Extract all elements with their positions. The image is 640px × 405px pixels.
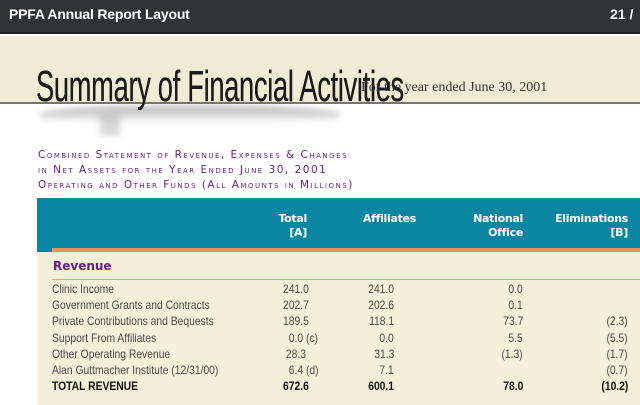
column-header-national-office: National Office bbox=[473, 212, 523, 240]
cell-total: 0.0 (c) bbox=[283, 330, 318, 345]
cell-affiliates: 600.1 bbox=[368, 379, 394, 394]
title-shadow bbox=[40, 106, 340, 124]
cell-national: (1.3) bbox=[501, 346, 523, 361]
cell-affiliates: 202.6 bbox=[368, 298, 394, 313]
table-row: Other Operating Revenue 28.3 31.3 (1.3) … bbox=[37, 346, 640, 362]
table-row: Alan Guttmacher Institute (12/31/00) 6.4… bbox=[37, 362, 640, 378]
revenue-rows: Clinic Income 241.0 241.0 0.0 Government… bbox=[37, 281, 640, 394]
cell-affiliates: 31.3 bbox=[373, 346, 394, 361]
cell-total: 28.3 bbox=[283, 346, 306, 361]
cell-eliminations: (0.7) bbox=[606, 362, 628, 377]
cell-affiliates: 118.1 bbox=[368, 314, 394, 329]
row-label: Clinic Income bbox=[52, 282, 114, 296]
cell-eliminations: (1.7) bbox=[606, 346, 628, 361]
row-label: Support From Affiliates bbox=[52, 330, 157, 345]
section-title-revenue: Revenue bbox=[53, 259, 112, 273]
cell-national: 73.7 bbox=[502, 314, 523, 329]
statement-heading-line: in Net Assets for the Year Ended June 30… bbox=[38, 164, 328, 176]
document-page: Summary of Financial Activities For the … bbox=[0, 36, 640, 405]
column-header-line: [A] bbox=[289, 226, 307, 239]
cell-affiliates: 0.0 bbox=[379, 330, 394, 345]
row-label: Other Operating Revenue bbox=[52, 346, 171, 361]
cell-national: 0.0 bbox=[508, 282, 523, 296]
column-header-line: Office bbox=[488, 226, 523, 239]
column-header-total: Total [A] bbox=[278, 212, 307, 240]
row-label: Private Contributions and Bequests bbox=[52, 314, 214, 329]
cell-total: 202.7 bbox=[283, 298, 309, 313]
table-row: Support From Affiliates 0.0 (c) 0.0 5.5 … bbox=[37, 330, 640, 346]
title-shadow-drip bbox=[100, 114, 120, 136]
cell-eliminations: (10.2) bbox=[601, 379, 628, 394]
cell-eliminations: (5.5) bbox=[606, 330, 628, 345]
cell-eliminations: (2.3) bbox=[606, 314, 628, 329]
cell-national: 5.5 bbox=[508, 330, 523, 345]
column-header-line: [B] bbox=[610, 226, 628, 239]
column-header-line: Total bbox=[278, 212, 307, 225]
table-header: Total [A] Affiliates National Office Eli… bbox=[37, 198, 640, 252]
cell-national: 0.1 bbox=[508, 298, 523, 313]
column-header-line: Eliminations bbox=[555, 212, 628, 225]
table-body: Revenue Clinic Income 241.0 241.0 0.0 Go… bbox=[37, 252, 640, 405]
header-accent-stripe bbox=[52, 248, 640, 252]
section-rule bbox=[52, 279, 640, 280]
cell-national: 78.0 bbox=[502, 379, 523, 394]
page-subtitle: For the year ended June 30, 2001 bbox=[361, 80, 548, 95]
cell-affiliates: 241.0 bbox=[368, 282, 394, 296]
column-header-line: National bbox=[473, 212, 523, 225]
table-row: Clinic Income 241.0 241.0 0.0 bbox=[37, 281, 640, 297]
page-title: Summary of Financial Activities bbox=[36, 62, 404, 111]
statement-heading-line: Combined Statement of Revenue, Expenses … bbox=[38, 149, 348, 161]
table-row: Government Grants and Contracts 202.7 20… bbox=[37, 297, 640, 313]
row-label: Government Grants and Contracts bbox=[52, 298, 210, 313]
statement-heading-line: Operating and Other Funds (All Amounts i… bbox=[38, 179, 354, 191]
cell-total: 189.5 bbox=[283, 314, 309, 329]
column-header-line: Affiliates bbox=[362, 212, 416, 225]
statement-heading: Combined Statement of Revenue, Expenses … bbox=[38, 148, 354, 193]
cell-affiliates: 7.1 bbox=[379, 362, 394, 377]
row-label: TOTAL REVENUE bbox=[52, 379, 139, 394]
viewer-toolbar: PPFA Annual Report Layout 21 / bbox=[0, 0, 640, 34]
column-header-eliminations: Eliminations [B] bbox=[555, 212, 628, 240]
cell-total: 6.4 (d) bbox=[283, 362, 319, 377]
cell-total: 672.6 bbox=[283, 379, 309, 394]
page-indicator: 21 / bbox=[610, 6, 634, 22]
table-row: Private Contributions and Bequests 189.5… bbox=[37, 313, 640, 329]
title-band bbox=[0, 36, 640, 102]
table-row-total: TOTAL REVENUE 672.6 600.1 78.0 (10.2) bbox=[37, 378, 640, 394]
document-title: PPFA Annual Report Layout bbox=[9, 6, 190, 22]
column-header-affiliates: Affiliates bbox=[363, 212, 416, 226]
cell-total: 241.0 bbox=[283, 282, 309, 296]
row-label: Alan Guttmacher Institute (12/31/00) bbox=[52, 362, 219, 377]
title-rule bbox=[0, 102, 640, 104]
